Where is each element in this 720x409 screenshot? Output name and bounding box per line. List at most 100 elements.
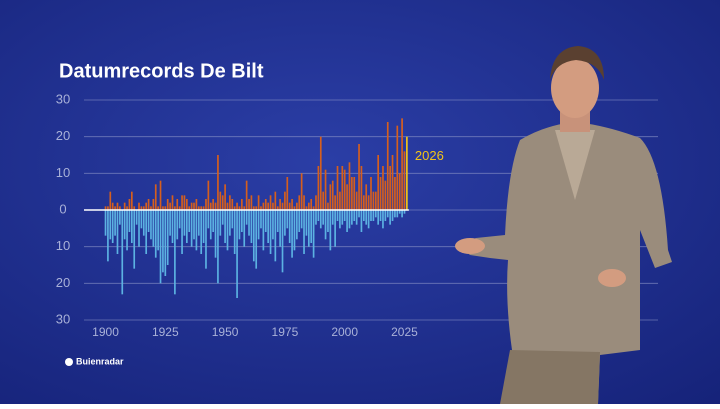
bar: [255, 210, 258, 269]
bar: [128, 210, 131, 232]
bar: [379, 210, 382, 221]
bar: [286, 177, 289, 210]
bar: [293, 206, 296, 210]
bar: [221, 210, 224, 225]
y-tick-label: 20: [56, 128, 70, 143]
bar: [169, 202, 171, 210]
bar: [291, 210, 293, 258]
bar: [119, 206, 121, 210]
bar: [269, 210, 272, 254]
bar: [255, 206, 258, 210]
bar: [279, 210, 281, 247]
bar: [140, 206, 143, 210]
bar: [257, 210, 260, 240]
bar: [329, 184, 332, 210]
bar: [396, 125, 399, 210]
bar: [300, 173, 303, 210]
bar: [119, 210, 121, 225]
y-tick-label: 10: [56, 238, 70, 253]
bar: [293, 210, 296, 251]
bar: [284, 191, 286, 210]
bar: [362, 195, 365, 210]
bar: [159, 210, 162, 284]
y-tick-label: 10: [56, 165, 70, 180]
bar: [401, 118, 403, 210]
bar: [264, 210, 267, 232]
logo-icon: [65, 358, 73, 366]
bar: [358, 144, 360, 210]
bar: [178, 206, 181, 210]
bar: [327, 210, 329, 232]
jacket: [458, 122, 672, 404]
bar: [130, 210, 133, 243]
bar: [233, 206, 236, 210]
bar: [209, 210, 212, 240]
bar: [188, 210, 191, 232]
bar: [123, 202, 126, 210]
bar: [303, 210, 305, 254]
x-tick-label: 2000: [331, 325, 358, 339]
bar: [150, 206, 152, 210]
bar: [205, 210, 207, 269]
bar: [104, 210, 107, 236]
bar: [343, 169, 346, 210]
bar: [312, 210, 315, 258]
bar: [207, 210, 210, 229]
bar: [367, 210, 370, 229]
bar: [310, 210, 313, 243]
bar: [159, 180, 162, 210]
bar: [202, 210, 205, 243]
bar: [351, 177, 353, 210]
bar: [252, 210, 255, 262]
bar: [324, 210, 327, 240]
bar: [200, 206, 203, 210]
bar: [116, 210, 119, 254]
bar: [398, 173, 401, 210]
bar: [377, 210, 380, 225]
bar: [351, 210, 353, 225]
bar: [322, 191, 325, 210]
bar: [315, 210, 317, 225]
bar: [197, 210, 200, 236]
bar: [305, 206, 308, 210]
bar: [296, 202, 298, 210]
bar: [284, 210, 286, 236]
bar: [353, 210, 356, 221]
bar: [214, 202, 217, 210]
bar: [193, 210, 195, 240]
bar: [193, 202, 195, 210]
x-tick-label: 1925: [152, 325, 179, 339]
bar: [207, 180, 210, 210]
bar: [224, 210, 226, 243]
bar: [382, 166, 384, 210]
bar: [135, 210, 138, 225]
bar: [276, 206, 279, 210]
bar: [327, 202, 329, 210]
bar: [370, 210, 372, 221]
bar: [281, 210, 284, 273]
bar: [140, 210, 143, 229]
bar: [370, 177, 372, 210]
bar: [367, 195, 370, 210]
bar: [241, 210, 243, 232]
bar: [130, 191, 133, 210]
bar: [279, 199, 281, 210]
bar: [164, 206, 167, 210]
bar: [398, 210, 401, 214]
bar: [252, 206, 255, 210]
bar: [243, 210, 246, 247]
bar: [214, 210, 217, 258]
bar: [379, 177, 382, 210]
bar: [262, 210, 265, 251]
bar: [274, 210, 277, 262]
bar: [322, 210, 325, 225]
bar: [154, 210, 157, 258]
bar: [286, 210, 289, 229]
bar: [121, 210, 124, 295]
bar: [317, 166, 320, 210]
bar: [336, 166, 339, 210]
bar: [109, 210, 112, 240]
bar: [403, 151, 406, 210]
bar: [267, 210, 269, 243]
bar: [288, 202, 291, 210]
